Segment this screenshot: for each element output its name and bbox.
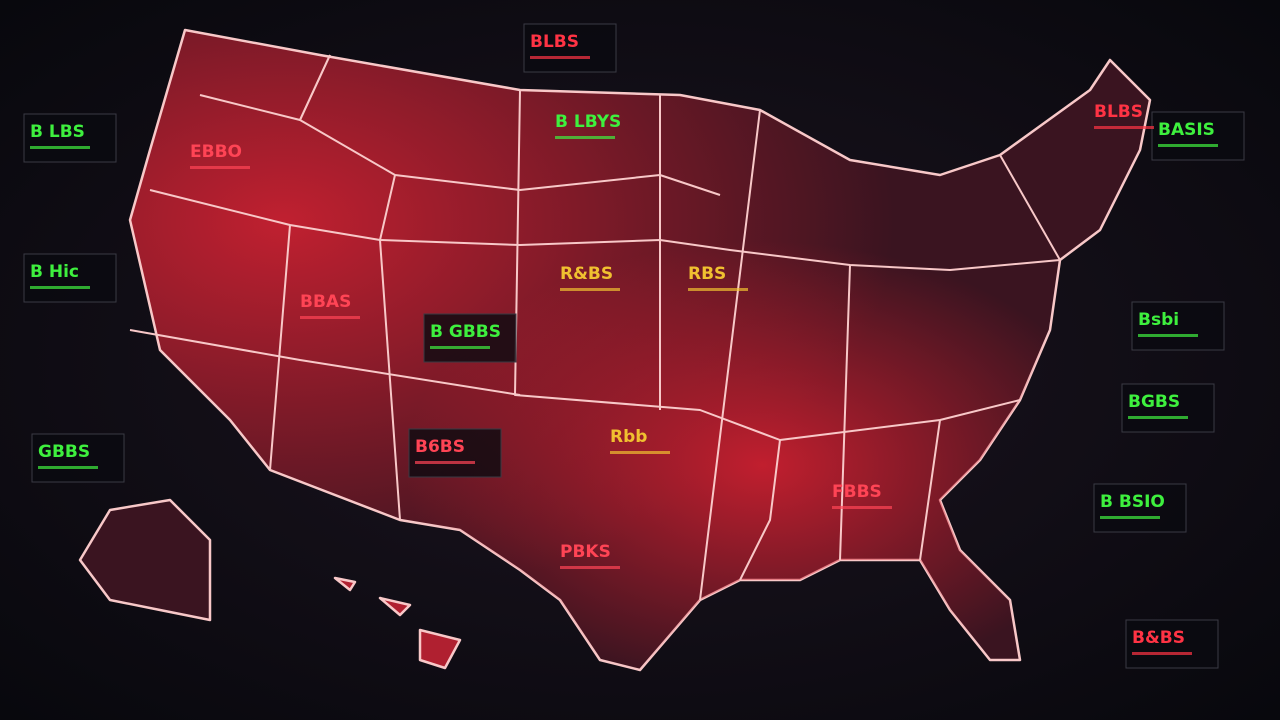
label-underline xyxy=(1132,652,1192,655)
label-box xyxy=(423,313,517,363)
region-label: RBS xyxy=(688,264,726,284)
label-box xyxy=(1121,383,1215,433)
glow xyxy=(130,30,1150,670)
region-label: BLBS xyxy=(530,32,579,52)
us-map xyxy=(78,28,1152,672)
region-label: R&BS xyxy=(560,264,613,284)
label-box xyxy=(1093,483,1187,533)
label-underline xyxy=(832,506,892,509)
region-label: FBBS xyxy=(832,482,882,502)
label-underline xyxy=(1094,126,1154,129)
region-label: PBKS xyxy=(560,542,611,562)
label-box xyxy=(23,253,117,303)
label-underline xyxy=(1128,416,1188,419)
region-label: BASIS xyxy=(1158,120,1215,140)
label-box xyxy=(1131,301,1225,351)
label-box xyxy=(408,428,502,478)
label-underline xyxy=(300,316,360,319)
label-underline xyxy=(1158,144,1218,147)
region-label: Bsbi xyxy=(1138,310,1179,330)
label-underline xyxy=(38,466,98,469)
region-label: EBBO xyxy=(190,142,242,162)
label-underline xyxy=(530,56,590,59)
label-box xyxy=(31,433,125,483)
label-underline xyxy=(1100,516,1160,519)
region-label: B GBBS xyxy=(430,322,501,342)
region-label: B&BS xyxy=(1132,628,1185,648)
region-label: BBAS xyxy=(300,292,351,312)
label-box xyxy=(1151,111,1245,161)
region-label: B Hic xyxy=(30,262,79,282)
label-underline xyxy=(415,461,475,464)
label-box xyxy=(1125,619,1219,669)
label-underline xyxy=(560,288,620,291)
region-label: B BSIO xyxy=(1100,492,1165,512)
label-box xyxy=(523,23,617,73)
label-underline xyxy=(555,136,615,139)
region-label: BGBS xyxy=(1128,392,1180,412)
alaska xyxy=(78,498,212,622)
label-underline xyxy=(688,288,748,291)
label-layer: BLBS B LBYS EBBO B Hic B LBS GBBS B GBBS B6BS R&… xyxy=(23,23,1245,669)
hawaii xyxy=(333,576,462,670)
region-label: GBBS xyxy=(38,442,90,462)
label-box xyxy=(23,113,117,163)
label-underline xyxy=(30,286,90,289)
label-underline xyxy=(190,166,250,169)
label-underline xyxy=(560,566,620,569)
label-underline xyxy=(610,451,670,454)
label-underline xyxy=(1138,334,1198,337)
region-label: B LBS xyxy=(30,122,85,142)
label-underline xyxy=(430,346,490,349)
region-label: Rbb xyxy=(610,427,647,447)
label-underline xyxy=(30,146,90,149)
region-label: BLBS xyxy=(1094,102,1143,122)
region-label: B LBYS xyxy=(555,112,621,132)
region-label: B6BS xyxy=(415,437,465,457)
